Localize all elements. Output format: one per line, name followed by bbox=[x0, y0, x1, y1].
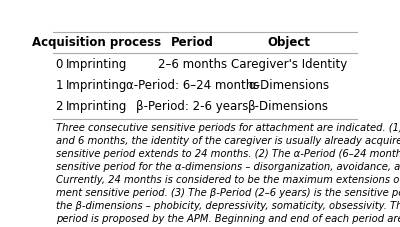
Text: 2–6 months: 2–6 months bbox=[158, 58, 227, 71]
Text: 1: 1 bbox=[56, 79, 63, 92]
Text: Imprinting: Imprinting bbox=[66, 100, 127, 113]
Text: Imprinting: Imprinting bbox=[66, 58, 127, 71]
Text: Object: Object bbox=[267, 36, 310, 49]
Text: 2: 2 bbox=[56, 100, 63, 113]
Text: β-Period: 2-6 years: β-Period: 2-6 years bbox=[136, 100, 249, 113]
Text: Three consecutive sensitive periods for attachment are indicated. (1) Between 2
: Three consecutive sensitive periods for … bbox=[56, 123, 400, 227]
Text: Period: Period bbox=[171, 36, 214, 49]
Text: β-Dimensions: β-Dimensions bbox=[248, 100, 329, 113]
Text: Caregiver's Identity: Caregiver's Identity bbox=[230, 58, 347, 71]
Text: α-Period: 6–24 months: α-Period: 6–24 months bbox=[126, 79, 259, 92]
Text: Imprinting: Imprinting bbox=[66, 79, 127, 92]
Text: Acquisition process: Acquisition process bbox=[32, 36, 161, 49]
Text: 0: 0 bbox=[56, 58, 63, 71]
Text: α-Dimensions: α-Dimensions bbox=[248, 79, 329, 92]
